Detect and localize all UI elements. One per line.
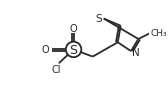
Text: S: S xyxy=(70,44,78,56)
Text: N: N xyxy=(132,48,139,58)
Text: S: S xyxy=(96,14,102,24)
Text: Cl: Cl xyxy=(51,65,61,75)
Text: O: O xyxy=(42,45,49,55)
Text: CH₃: CH₃ xyxy=(150,29,167,38)
Text: O: O xyxy=(70,24,77,34)
